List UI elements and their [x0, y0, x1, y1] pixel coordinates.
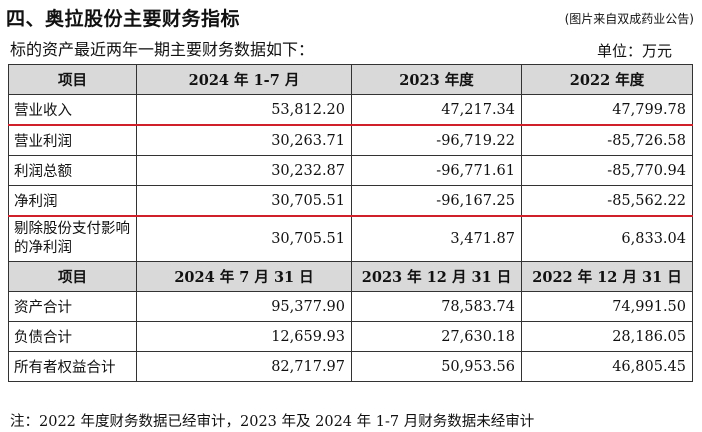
- unit-label: 单位：万元: [596, 42, 672, 60]
- value-cell: 78,583.74: [351, 291, 522, 322]
- table2-header-row: 项目 2024 年 7 月 31 日 2023 年 12 月 31 日 2022…: [8, 261, 693, 292]
- header-cell: 2024 年 1-7 月: [136, 64, 352, 95]
- value-cell: 30,232.87: [136, 155, 352, 186]
- table-row-net-profit: 净利润 30,705.51 -96,167.25 -85,562.22: [8, 185, 693, 217]
- header-cell: 2022 年 12 月 31 日: [521, 261, 693, 292]
- value-cell: 46,805.45: [521, 351, 693, 382]
- value-cell: 30,705.51: [136, 215, 352, 262]
- header-cell: 项目: [8, 64, 137, 95]
- row-label: 剔除股份支付影响的净利润: [8, 215, 137, 262]
- value-cell: 50,953.56: [351, 351, 522, 382]
- header-cell: 2024 年 7 月 31 日: [136, 261, 352, 292]
- row-label: 负债合计: [8, 321, 137, 352]
- value-cell: -96,167.25: [351, 185, 522, 217]
- value-cell: -96,771.61: [351, 155, 522, 186]
- value-cell: 28,186.05: [521, 321, 693, 352]
- table-row-total-equity: 所有者权益合计 82,717.97 50,953.56 46,805.45: [8, 351, 693, 382]
- financial-table: 项目 2024 年 1-7 月 2023 年度 2022 年度 营业收入 53,…: [8, 64, 693, 382]
- section-title: 四、奥拉股份主要财务指标: [6, 8, 241, 30]
- value-cell: -85,770.94: [521, 155, 693, 186]
- value-cell: 47,799.78: [521, 94, 693, 126]
- value-cell: 27,630.18: [351, 321, 522, 352]
- value-cell: 3,471.87: [351, 215, 522, 262]
- value-cell: 95,377.90: [136, 291, 352, 322]
- value-cell: 74,991.50: [521, 291, 693, 322]
- row-label: 净利润: [8, 185, 137, 217]
- table1-header-row: 项目 2024 年 1-7 月 2023 年度 2022 年度: [8, 64, 693, 95]
- table-row-total-assets: 资产合计 95,377.90 78,583.74 74,991.50: [8, 291, 693, 322]
- value-cell: -85,726.58: [521, 124, 693, 156]
- table-row-total-profit: 利润总额 30,232.87 -96,771.61 -85,770.94: [8, 155, 693, 186]
- table-row-total-liabilities: 负债合计 12,659.93 27,630.18 28,186.05: [8, 321, 693, 352]
- header-cell: 项目: [8, 261, 137, 292]
- value-cell: 82,717.97: [136, 351, 352, 382]
- header-cell: 2023 年 12 月 31 日: [351, 261, 522, 292]
- row-label: 所有者权益合计: [8, 351, 137, 382]
- value-cell: 53,812.20: [136, 94, 352, 126]
- row-label: 资产合计: [8, 291, 137, 322]
- table-row-operating-profit: 营业利润 30,263.71 -96,719.22 -85,726.58: [8, 124, 693, 156]
- table-row-adjusted-net-profit: 剔除股份支付影响的净利润 30,705.51 3,471.87 6,833.04: [8, 215, 693, 262]
- value-cell: 30,263.71: [136, 124, 352, 156]
- table-row-revenue: 营业收入 53,812.20 47,217.34 47,799.78: [8, 94, 693, 126]
- value-cell: 47,217.34: [351, 94, 522, 126]
- value-cell: 30,705.51: [136, 185, 352, 217]
- row-label: 营业收入: [8, 94, 137, 126]
- row-label: 营业利润: [8, 124, 137, 156]
- value-cell: -96,719.22: [351, 124, 522, 156]
- image-source-note: (图片来自双成药业公告): [564, 12, 694, 26]
- audit-footnote: 注：2022 年度财务数据已经审计，2023 年及 2024 年 1-7 月财务…: [10, 414, 535, 430]
- intro-text: 标的资产最近两年一期主要财务数据如下：: [10, 40, 315, 59]
- row-label: 利润总额: [8, 155, 137, 186]
- header-cell: 2023 年度: [351, 64, 522, 95]
- value-cell: -85,562.22: [521, 185, 693, 217]
- value-cell: 12,659.93: [136, 321, 352, 352]
- header-cell: 2022 年度: [521, 64, 693, 95]
- value-cell: 6,833.04: [521, 215, 693, 262]
